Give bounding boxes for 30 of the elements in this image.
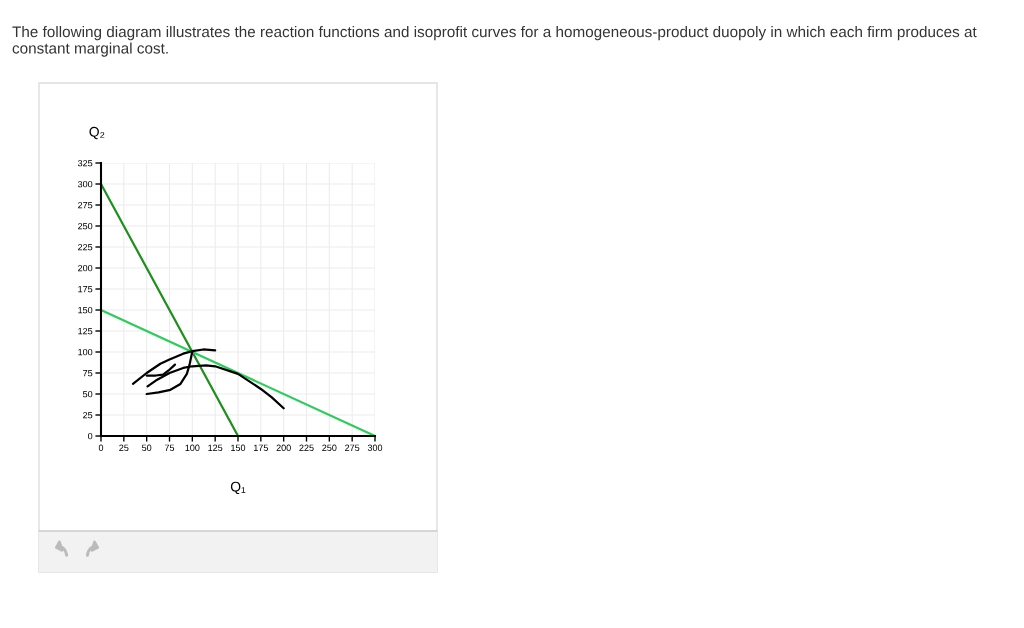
- y-tick-label: 250: [78, 222, 93, 230]
- y-tick-label: 125: [78, 327, 93, 335]
- x-tick-label: 300: [367, 444, 383, 451]
- y-tick-label: 200: [78, 264, 93, 272]
- y-tick-label: 50: [82, 390, 93, 398]
- x-tick-label: 125: [208, 444, 223, 451]
- y-tick-label: 300: [77, 180, 93, 188]
- x-tick-label: 75: [164, 444, 175, 451]
- x-tick-label: 0: [98, 444, 104, 451]
- x-tick-label: 25: [119, 444, 129, 451]
- y-tick-label: 325: [77, 159, 93, 167]
- y-tick-label: 100: [78, 348, 93, 356]
- y-tick-label: 0: [88, 432, 93, 440]
- y-tick-label: 75: [83, 370, 93, 377]
- y-tick-label: 25: [83, 411, 93, 419]
- y-tick-label: 225: [78, 243, 93, 251]
- x-tick-label: 100: [185, 444, 200, 451]
- y-tick-label: 150: [78, 306, 93, 314]
- x-axis-title: Q₁: [230, 481, 246, 495]
- y-tick-label: 175: [78, 286, 93, 293]
- x-tick-label: 275: [345, 444, 360, 451]
- x-tick-label: 225: [299, 444, 314, 451]
- x-tick-label: 250: [322, 444, 337, 451]
- text: The following diagram illustrates the reaction functions and isoprofit curves for a homogeneous-product duopoly in which each firm produces at constant marginal cost.: [12, 26, 977, 57]
- x-tick-label: 150: [231, 444, 246, 451]
- x-tick-label: 50: [142, 444, 152, 451]
- y-axis-title: Q₂: [89, 126, 105, 140]
- y-tick-label: 275: [78, 201, 93, 209]
- x-tick-label: 200: [276, 444, 291, 451]
- x-tick-label: 175: [253, 444, 268, 451]
